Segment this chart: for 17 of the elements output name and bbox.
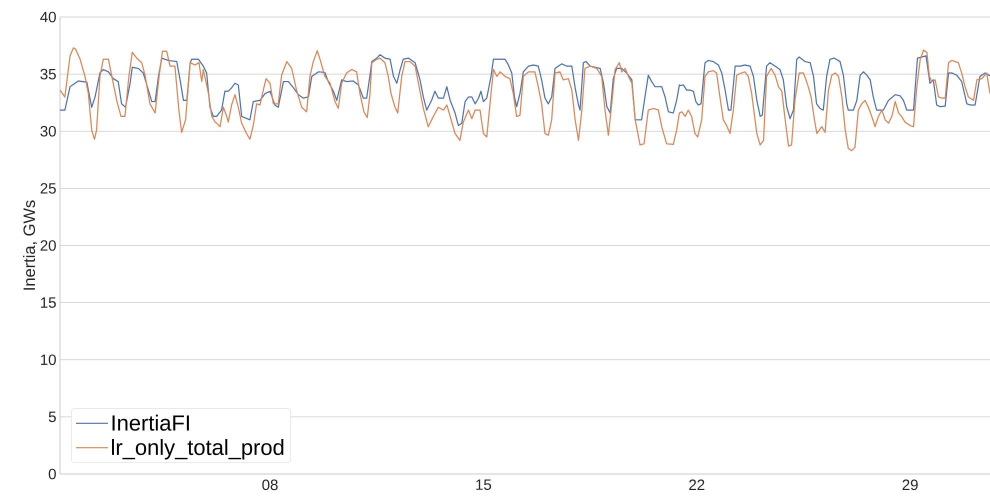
y-tick-label: 5 — [48, 412, 56, 422]
y-tick-label: 15 — [41, 297, 56, 308]
y-tick-label: 25 — [40, 183, 56, 194]
y-tick-label: 40 — [40, 12, 56, 22]
legend-label: lr_only_total_prod — [112, 439, 284, 460]
y-tick-label: 10 — [41, 354, 56, 366]
y-axis-title: Inertia, GWs — [23, 200, 38, 290]
y-tick-label: 0 — [48, 468, 56, 480]
y-tick-label: 30 — [40, 126, 56, 137]
legend-label: InertiaFI — [112, 414, 189, 431]
y-tick-label: 35 — [40, 68, 56, 80]
x-tick-label: 29 — [902, 480, 918, 490]
x-tick-label: 08 — [262, 480, 278, 490]
x-tick-label: 15 — [476, 480, 492, 490]
line-series — [60, 47, 990, 152]
y-tick-label: 20 — [40, 240, 56, 251]
x-tick-label: 22 — [689, 480, 704, 490]
